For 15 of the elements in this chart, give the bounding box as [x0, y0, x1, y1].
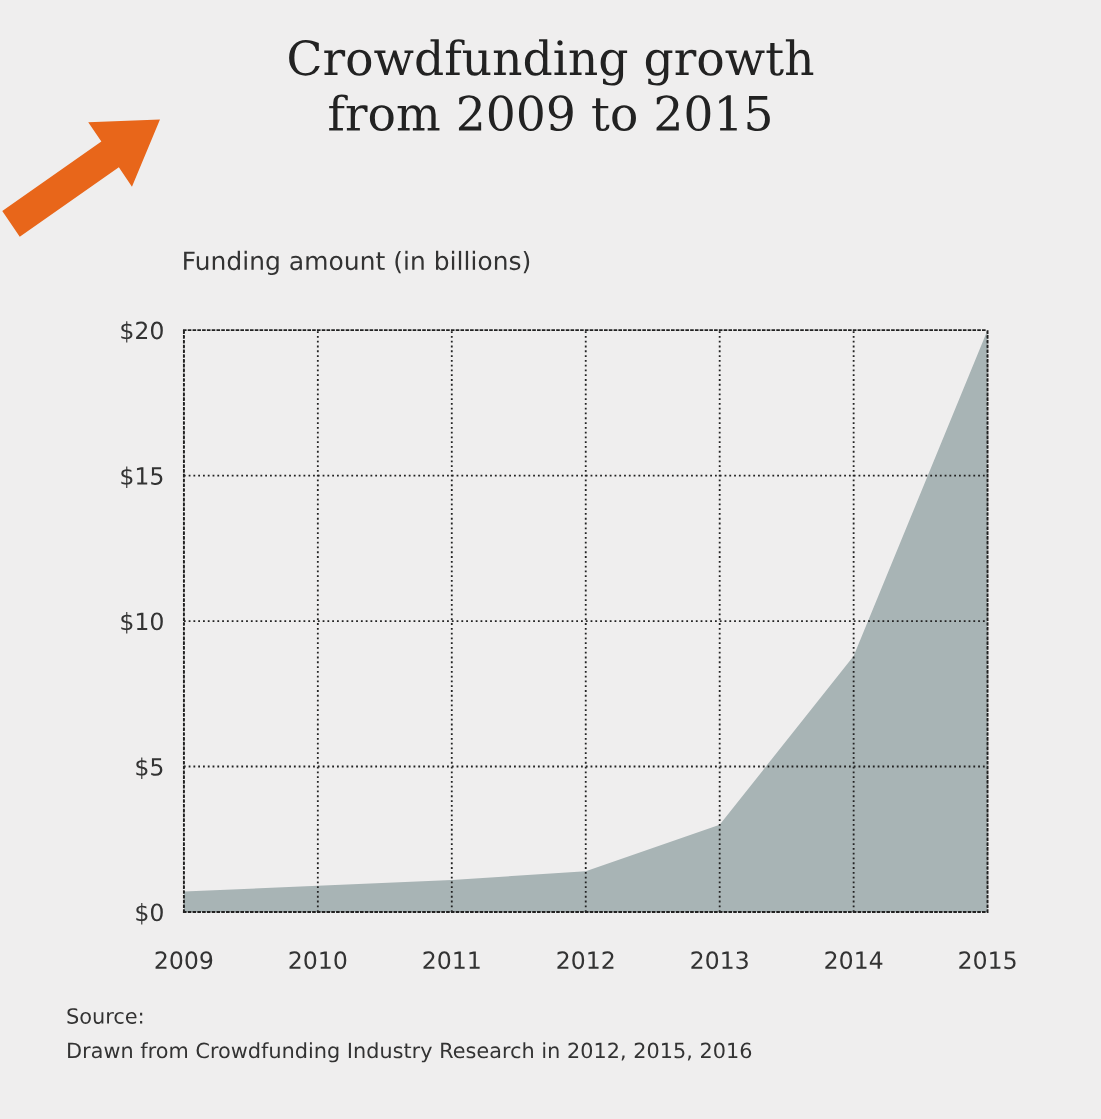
y-tick-label: $0 — [136, 903, 163, 925]
y-tick-label: $15 — [121, 466, 163, 489]
y-tick-label: $10 — [121, 612, 163, 634]
x-tick-label: 2011 — [423, 951, 480, 970]
x-tick-label: 2015 — [959, 951, 1016, 970]
x-tick-label: 2012 — [557, 951, 614, 970]
chart-title: Crowdfunding growth from 2009 to 2015 — [289, 39, 814, 132]
x-tick-label: 2009 — [155, 951, 213, 970]
x-tick-label: 2014 — [825, 951, 883, 970]
x-tick-label: 2013 — [691, 951, 748, 970]
y-axis-title: Funding amount (in billions) — [184, 250, 530, 276]
x-tick-label: 2010 — [289, 951, 347, 970]
y-tick-label: $20 — [121, 321, 163, 343]
y-tick-label: $5 — [136, 757, 163, 779]
source-note: Source: Drawn from Crowdfunding Industry Research in 2012, 2015, 2016 — [67, 1008, 752, 1063]
